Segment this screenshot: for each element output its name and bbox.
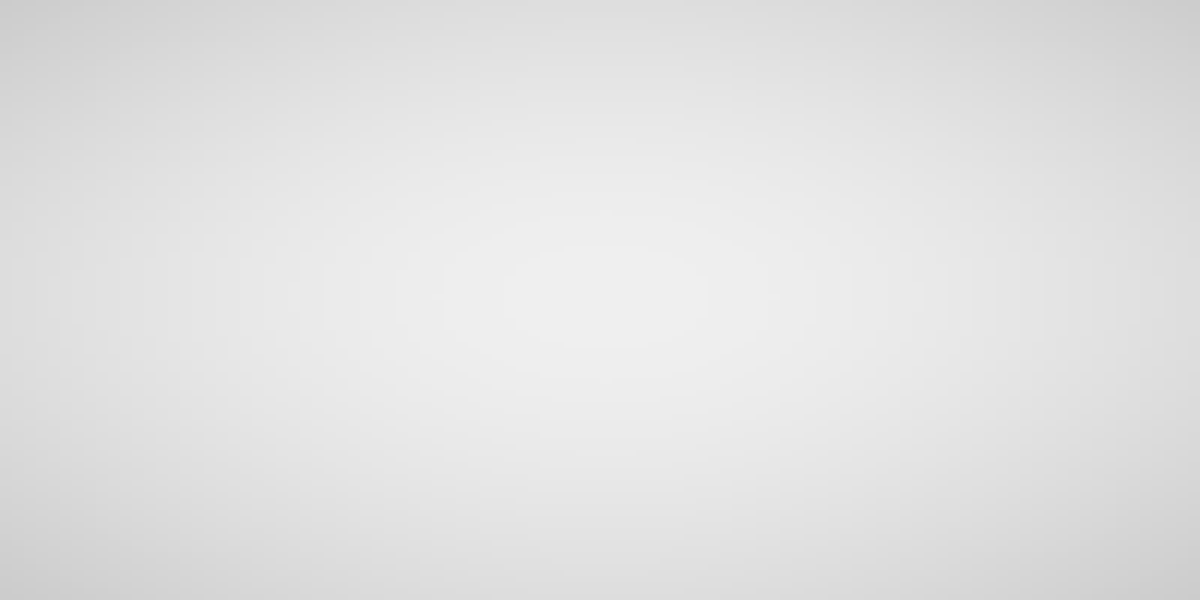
Legend: 2023, 2032: 2023, 2032 [810, 69, 1038, 104]
Bar [1044, 478, 1112, 514]
Bar [398, 227, 467, 514]
Bar [613, 469, 682, 514]
Bar [544, 485, 613, 514]
Bar [329, 342, 398, 514]
Bar [828, 183, 898, 514]
Bar [974, 494, 1044, 514]
Text: 1.14: 1.14 [114, 303, 155, 321]
Y-axis label: Market Size in USD Billion: Market Size in USD Billion [17, 187, 31, 383]
Bar [114, 328, 182, 514]
Bar [182, 170, 252, 514]
Text: Automotive Weigh In Motion Market, By Regional, 2023 & 2032: Automotive Weigh In Motion Market, By Re… [43, 17, 920, 44]
Bar [760, 321, 828, 514]
